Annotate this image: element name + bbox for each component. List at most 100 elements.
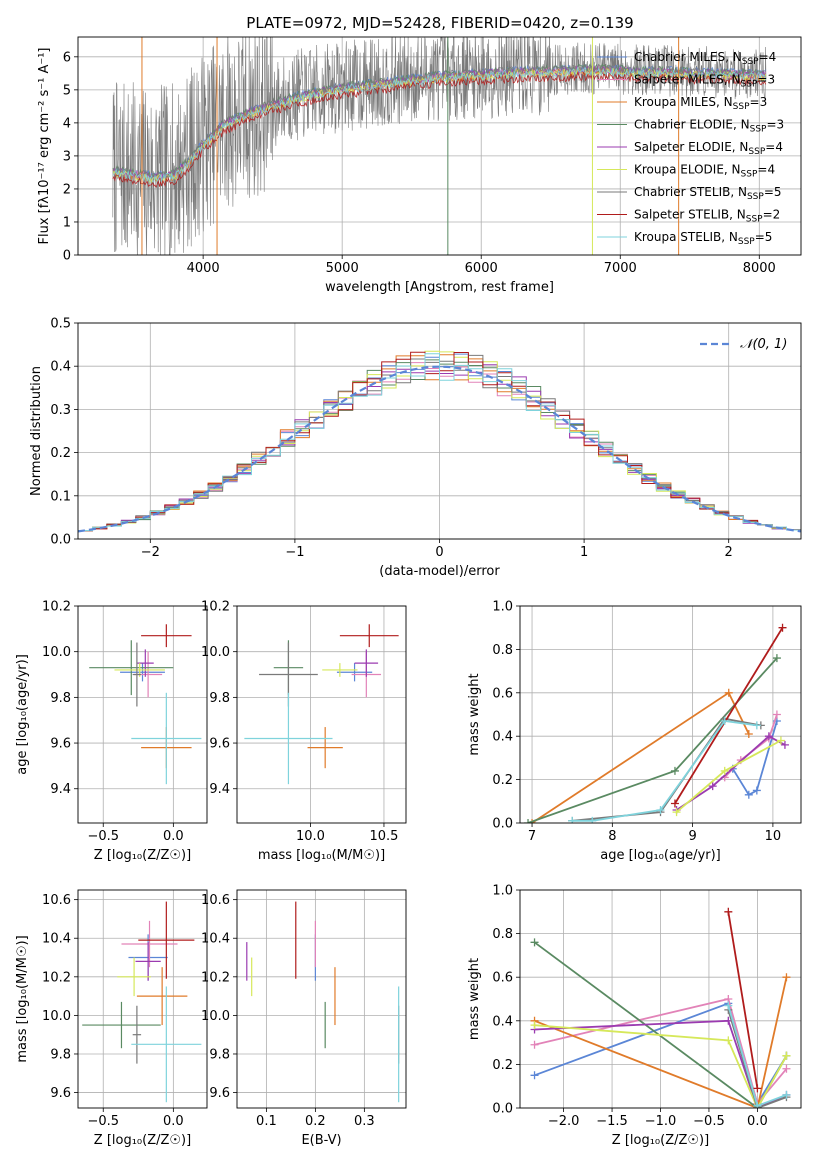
weight-line bbox=[534, 1024, 788, 1108]
weight-line bbox=[676, 735, 786, 811]
y-tick-label: 9.8 bbox=[209, 1047, 230, 1062]
y-tick-label: 3 bbox=[63, 149, 71, 164]
y-tick-label: 0.3 bbox=[50, 403, 71, 418]
x-tick-label: 10.0 bbox=[296, 829, 325, 844]
y-tick-label: 9.8 bbox=[50, 691, 71, 706]
weight-marker bbox=[776, 736, 785, 745]
plot-area bbox=[524, 623, 789, 823]
legend-label: 𝒩(0, 1) bbox=[740, 337, 787, 352]
x-tick-label: 0.2 bbox=[305, 1114, 326, 1129]
y-tick-label: 0.5 bbox=[50, 317, 71, 332]
axes-frame bbox=[77, 36, 802, 256]
x-tick-label: 7000 bbox=[604, 261, 637, 276]
y-tick-label: 0.2 bbox=[50, 446, 71, 461]
weight-marker bbox=[568, 816, 577, 823]
y-tick-label: 0.6 bbox=[492, 971, 513, 986]
x-axis-label: E(B-V) bbox=[301, 1133, 341, 1148]
age-vs-mass-plot: 10.0 10.5 9.4 9.6 9.8 10.0 10.2 mass [log₁₀(M/M… bbox=[201, 600, 407, 863]
y-tick-label: 1 bbox=[63, 215, 71, 230]
y-tick-label: 9.6 bbox=[209, 737, 230, 752]
axes-frame bbox=[77, 605, 208, 824]
y-tick-label: 10.6 bbox=[201, 893, 230, 908]
weight-marker bbox=[772, 710, 781, 719]
weight-marker bbox=[752, 721, 761, 730]
y-tick-label: 10.0 bbox=[201, 1009, 230, 1024]
y-tick-label: 0.0 bbox=[50, 533, 71, 548]
weight-line bbox=[534, 997, 788, 1106]
weight-marker bbox=[588, 816, 597, 823]
weight-marker bbox=[753, 1084, 762, 1093]
spectrum-plot: 4000 5000 6000 7000 8000 0 1 2 3 4 5 6 wavelength [A… bbox=[37, 36, 802, 295]
weight-vs-metallicity-plot: −2.0 −1.5 −1.0 −0.5 0.0 0.0 0.2 0.4 0.6 0.8 1.0 Z [… bbox=[467, 884, 802, 1148]
mass-vs-metallicity-plot: −0.5 0.0 9.6 9.8 10.0 10.2 10.4 10.6 Z [log₁₀(Z/… bbox=[15, 889, 208, 1148]
weight-marker bbox=[528, 819, 537, 823]
axes-frame bbox=[236, 889, 407, 1109]
y-tick-label: 0 bbox=[63, 249, 71, 264]
x-axis-label: wavelength [Angstrom, rest frame] bbox=[325, 280, 554, 295]
weight-marker bbox=[530, 938, 539, 947]
legend-label: Salpeter STELIB, NSSP=2 bbox=[634, 208, 780, 225]
weight-marker bbox=[782, 1064, 791, 1073]
y-tick-label: 1.0 bbox=[492, 884, 513, 899]
y-axis-label: mass weight bbox=[467, 958, 482, 1040]
weight-marker bbox=[772, 654, 781, 663]
histogram-series bbox=[78, 353, 801, 531]
x-tick-label: −1.5 bbox=[596, 1114, 628, 1129]
y-tick-label: 0.4 bbox=[50, 360, 71, 375]
plot-area bbox=[89, 624, 202, 785]
x-tick-label: 0 bbox=[435, 545, 443, 560]
weight-marker bbox=[782, 1051, 791, 1060]
histogram-series bbox=[78, 350, 801, 532]
model-spectrum-line bbox=[112, 71, 767, 188]
plot-area bbox=[530, 907, 791, 1108]
weight-line bbox=[674, 627, 784, 804]
weight-marker bbox=[782, 973, 791, 982]
x-axis-label: mass [log₁₀(M/M☉)] bbox=[258, 848, 385, 863]
y-tick-label: 6 bbox=[63, 50, 71, 65]
y-tick-label: 10.4 bbox=[201, 932, 230, 947]
model-spectrum-line bbox=[112, 66, 767, 183]
x-axis-label: Z [log₁₀(Z/Z☉)] bbox=[94, 1133, 191, 1148]
x-tick-label: 10.5 bbox=[369, 829, 398, 844]
weight-marker bbox=[720, 717, 729, 726]
x-tick-label: 2 bbox=[725, 545, 733, 560]
weight-marker bbox=[530, 1040, 539, 1049]
y-tick-label: 9.8 bbox=[50, 1047, 71, 1062]
axes-frame bbox=[519, 605, 802, 824]
weight-line bbox=[531, 691, 750, 823]
y-tick-label: 0.2 bbox=[492, 1058, 513, 1073]
x-axis-label: Z [log₁₀(Z/Z☉)] bbox=[612, 1133, 709, 1148]
legend: Chabrier MILES, NSSP=4 Salpeter MILES, NS… bbox=[597, 50, 784, 247]
legend-label: Salpeter ELODIE, NSSP=4 bbox=[634, 140, 783, 157]
y-tick-label: 10.4 bbox=[42, 932, 71, 947]
weight-marker bbox=[724, 688, 733, 697]
y-axis-label: Normed distribution bbox=[29, 366, 44, 496]
weight-marker bbox=[530, 1071, 539, 1080]
weight-line bbox=[732, 720, 778, 796]
y-axis-label: mass weight bbox=[467, 673, 482, 755]
weight-marker bbox=[672, 808, 681, 817]
plot-area bbox=[112, 37, 767, 255]
y-tick-label: 10.2 bbox=[42, 970, 71, 985]
x-tick-label: −2 bbox=[141, 545, 160, 560]
legend-label: Chabrier MILES, NSSP=4 bbox=[634, 50, 776, 67]
y-tick-label: 10.0 bbox=[201, 645, 230, 660]
weight-marker bbox=[724, 1001, 733, 1010]
x-tick-label: 8000 bbox=[743, 261, 776, 276]
y-tick-label: 10.2 bbox=[201, 970, 230, 985]
weight-line bbox=[534, 1019, 787, 1108]
y-axis-label: Flux [fλ10⁻¹⁷ erg cm⁻² s⁻¹ A⁻¹] bbox=[37, 48, 52, 245]
figure-title: PLATE=0972, MJD=52428, FIBERID=0420, z=0… bbox=[246, 14, 633, 32]
weight-marker bbox=[530, 1021, 539, 1030]
y-tick-label: 9.4 bbox=[209, 782, 230, 797]
weight-marker bbox=[764, 732, 773, 741]
weight-marker bbox=[724, 907, 733, 916]
legend-label: Kroupa STELIB, NSSP=5 bbox=[634, 230, 772, 247]
y-tick-label: 10.6 bbox=[42, 893, 71, 908]
legend-label: Salpeter MILES, NSSP=3 bbox=[634, 73, 775, 90]
weight-marker bbox=[744, 790, 753, 799]
y-tick-label: 0.4 bbox=[492, 1014, 513, 1029]
weight-marker bbox=[720, 766, 729, 775]
weight-marker bbox=[724, 1036, 733, 1045]
